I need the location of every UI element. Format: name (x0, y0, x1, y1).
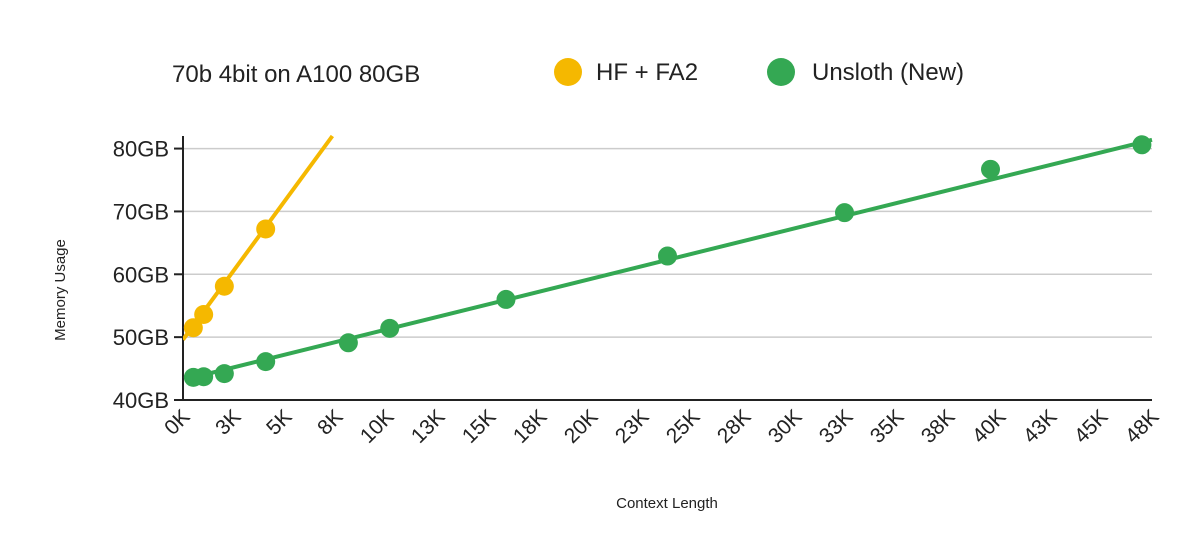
x-tick-label: 45K (1070, 405, 1113, 448)
data-point-hf-fa2 (183, 318, 203, 338)
x-tick-label: 25K (662, 405, 705, 448)
x-tick-label: 30K (764, 405, 807, 448)
x-axis-label: Context Length (616, 495, 718, 512)
x-tick-label: 13K (407, 405, 450, 448)
x-tick-label: 23K (611, 405, 654, 448)
y-tick-label: 70GB (113, 199, 169, 224)
data-point-unsloth (256, 352, 276, 372)
data-point-unsloth (835, 203, 855, 223)
series-line-hf-fa2 (183, 134, 335, 341)
x-axis-ticks: 0K 3K 5K 8K 10K 13K 15K 18K 20K 23K 25K 28K 30K 33K 35… (160, 405, 1163, 448)
gridlines (183, 147, 1152, 338)
chart-title: 70b 4bit on A100 80GB (172, 61, 420, 88)
data-point-hf-fa2 (194, 305, 214, 325)
series-layer (183, 134, 1153, 387)
y-axis-ticks: 40GB 50GB 60GB 70GB 80GB (113, 137, 183, 413)
x-tick-label: 40K (968, 405, 1011, 448)
legend-label-unsloth: Unsloth (New) (812, 59, 964, 86)
legend: HF + FA2 Unsloth (New) (554, 58, 964, 86)
data-point-unsloth (658, 246, 677, 266)
y-axis-label: Memory Usage (52, 239, 69, 341)
x-tick-label: 20K (560, 405, 603, 448)
x-tick-label: 10K (356, 405, 399, 448)
data-point-unsloth (194, 367, 214, 387)
data-point-hf-fa2 (214, 276, 234, 296)
x-tick-label: 18K (509, 405, 552, 448)
x-tick-label: 8K (313, 405, 347, 439)
x-tick-label: 43K (1019, 405, 1062, 448)
legend-marker-unsloth (767, 58, 795, 86)
data-point-unsloth (981, 159, 1000, 179)
x-tick-label: 48K (1121, 405, 1164, 448)
y-tick-label: 40GB (113, 388, 169, 413)
x-tick-label: 5K (262, 405, 296, 439)
data-point-unsloth (496, 289, 516, 309)
data-point-unsloth (380, 318, 400, 338)
x-tick-label: 38K (917, 405, 960, 448)
x-tick-label: 33K (815, 405, 858, 448)
data-point-unsloth (214, 364, 234, 384)
legend-marker-hf-fa2 (554, 58, 582, 86)
y-tick-label: 50GB (113, 325, 169, 350)
x-tick-label: 3K (211, 405, 245, 439)
data-point-hf-fa2 (256, 219, 276, 239)
data-point-unsloth (1132, 135, 1152, 155)
data-point-unsloth (338, 333, 358, 353)
x-tick-label: 28K (713, 405, 756, 448)
x-tick-label: 15K (458, 405, 501, 448)
legend-label-hf-fa2: HF + FA2 (596, 59, 698, 86)
x-tick-label: 35K (866, 405, 909, 448)
y-tick-label: 60GB (113, 262, 169, 287)
y-tick-label: 80GB (113, 137, 169, 162)
